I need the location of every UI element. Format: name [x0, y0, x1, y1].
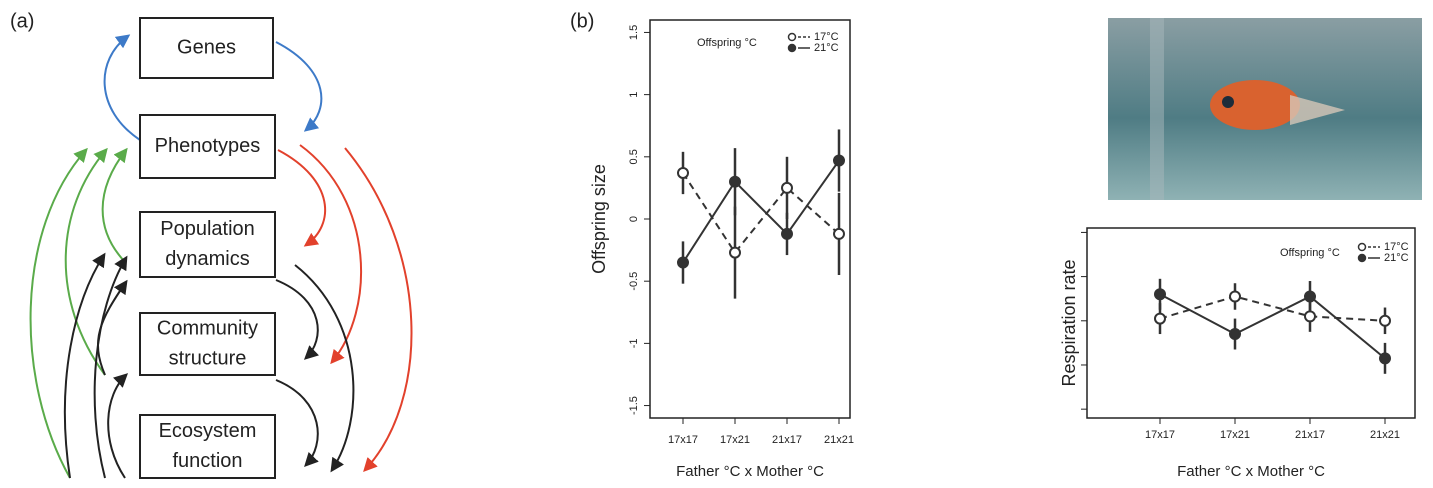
point	[1229, 328, 1241, 341]
x-axis-label: Father °C x Mother °C	[676, 463, 824, 480]
legend-title: Offspring °C	[1280, 247, 1340, 259]
node-label: Ecosystem	[159, 420, 257, 442]
plot-frame	[1086, 227, 1416, 419]
series-line	[1159, 295, 1386, 322]
point	[1229, 290, 1241, 303]
x-tick-label: 17x17	[668, 434, 698, 446]
node-box	[139, 414, 276, 479]
panel-label: (b)	[570, 10, 594, 32]
y-axis-label: Offspring size	[589, 164, 609, 274]
x-tick-label: 21x17	[772, 434, 802, 446]
legend-label: 17°C	[814, 31, 839, 43]
point	[833, 227, 845, 240]
x-tick-label: 17x17	[1145, 429, 1175, 441]
legend-label: 21°C	[814, 42, 839, 54]
y-axis-label: Respiration rate	[1059, 259, 1079, 386]
point	[677, 166, 689, 179]
point	[781, 181, 793, 194]
point	[781, 227, 793, 240]
legend-marker	[787, 43, 797, 53]
x-tick-label: 17x21	[720, 434, 750, 446]
node-label: structure	[169, 347, 247, 369]
node-box	[139, 114, 276, 179]
y-tick-label: -1.5	[628, 396, 640, 415]
panel-label: (a)	[10, 10, 34, 32]
series-line	[1159, 293, 1386, 360]
point	[1154, 312, 1166, 325]
node-label: Genes	[177, 36, 236, 58]
point	[677, 256, 689, 269]
legend-marker	[1357, 253, 1367, 263]
point	[1154, 288, 1166, 301]
y-tick-label: -0.5	[628, 272, 640, 291]
point	[1379, 352, 1391, 365]
legend-label: 17°C	[1384, 241, 1409, 253]
node-box	[139, 312, 276, 376]
point	[1304, 310, 1316, 323]
x-tick-label: 21x17	[1295, 429, 1325, 441]
x-tick-label: 21x21	[1370, 429, 1400, 441]
point	[833, 154, 845, 167]
point	[1304, 290, 1316, 303]
legend-marker	[787, 32, 797, 42]
y-tick-label: 0.5	[628, 149, 640, 164]
legend-label: 21°C	[1384, 252, 1409, 264]
node-label: dynamics	[165, 248, 249, 270]
series-line	[682, 159, 840, 264]
node-label: Community	[157, 317, 258, 339]
point	[729, 246, 741, 259]
x-tick-label: 17x21	[1220, 429, 1250, 441]
y-tick-label: 1	[628, 92, 640, 98]
node-box	[139, 211, 276, 278]
series-line	[682, 172, 840, 255]
node-label: function	[172, 450, 242, 472]
plot-frame	[649, 19, 851, 419]
y-tick-label: 1.5	[628, 25, 640, 40]
diagram-arrows	[29, 34, 413, 479]
legend-title: Offspring °C	[697, 37, 757, 49]
y-tick-label: 0	[628, 216, 640, 222]
node-label: Phenotypes	[155, 135, 261, 157]
node-box	[139, 17, 274, 79]
charts: (b) -1.5 -1 -0.5 0 0.5 1 1.5 17x17 17x21 21x17 21x2…	[570, 10, 1416, 480]
photo	[1108, 18, 1422, 200]
y-tick-label: -1	[628, 338, 640, 348]
x-tick-label: 21x21	[824, 434, 854, 446]
legend-marker	[1357, 242, 1367, 252]
x-axis-label: Father °C x Mother °C	[1177, 463, 1325, 480]
node-label: Population	[160, 218, 255, 240]
diagram-nodes: Genes Phenotypes Population dynamics Communi…	[139, 17, 276, 479]
point	[729, 175, 741, 188]
point	[1379, 314, 1391, 327]
